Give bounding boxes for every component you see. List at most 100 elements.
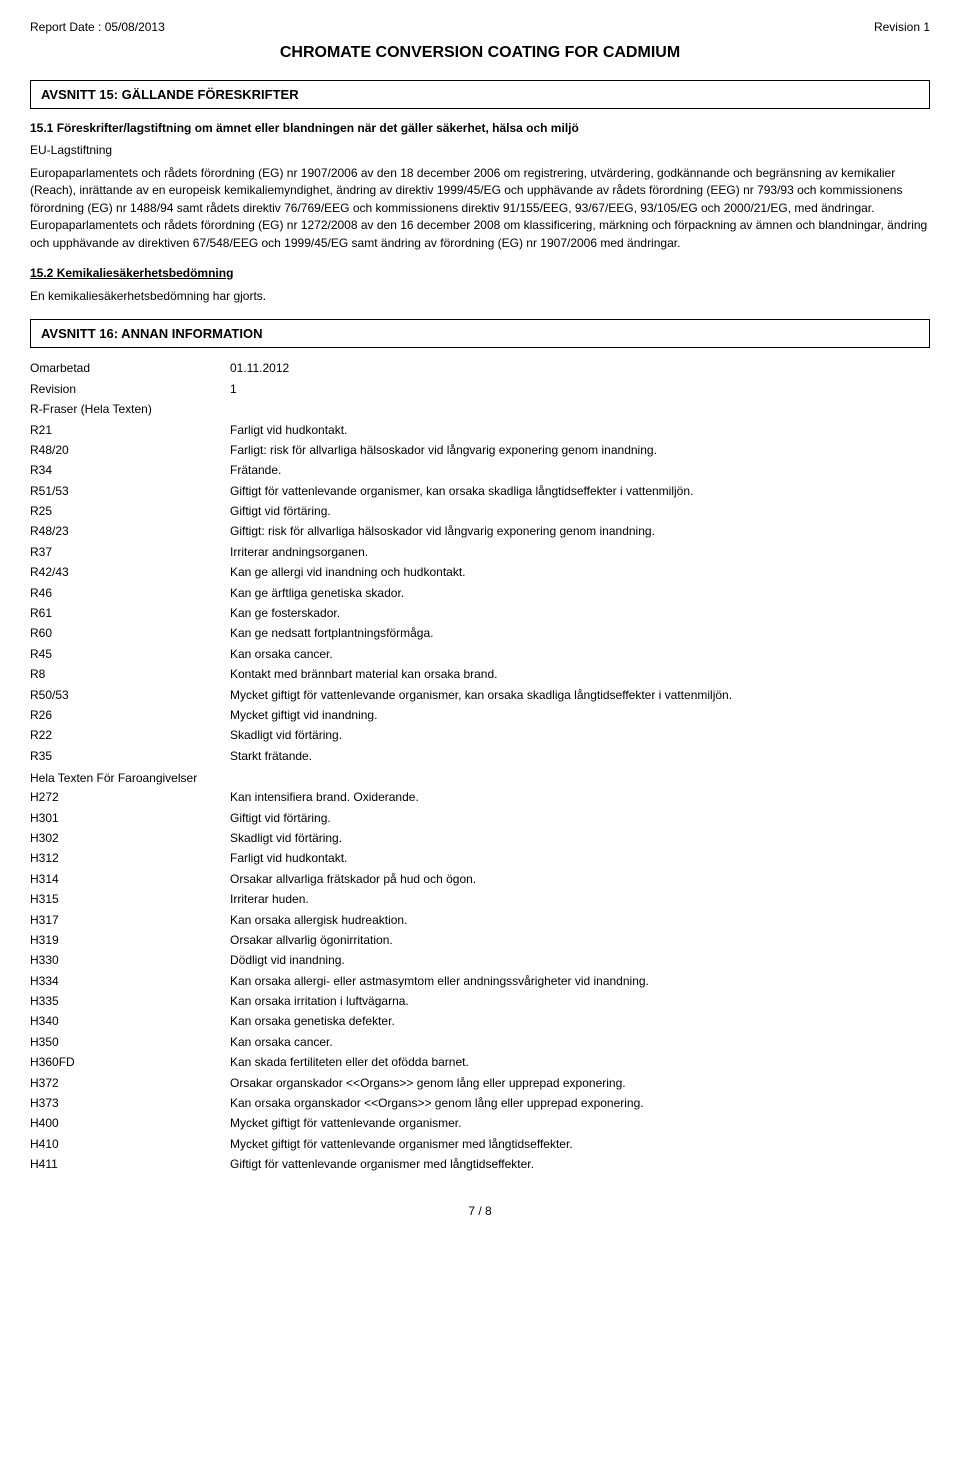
kv-key: H330 — [30, 952, 230, 969]
kv-key: R26 — [30, 707, 230, 724]
kv-key: R46 — [30, 585, 230, 602]
kv-key: R21 — [30, 422, 230, 439]
kv-value: Orsakar allvarlig ögonirritation. — [230, 932, 930, 949]
kv-key: H360FD — [30, 1054, 230, 1071]
kv-row: R60Kan ge nedsatt fortplantningsförmåga. — [30, 625, 930, 642]
kv-value: Mycket giftigt vid inandning. — [230, 707, 930, 724]
kv-row: H410Mycket giftigt för vattenlevande org… — [30, 1136, 930, 1153]
kv-key: H411 — [30, 1156, 230, 1173]
kv-value: Kan orsaka organskador <<Organs>> genom … — [230, 1095, 930, 1112]
kv-key: H410 — [30, 1136, 230, 1153]
section-15-header: AVSNITT 15: GÄLLANDE FÖRESKRIFTER — [30, 80, 930, 109]
kv-row: H314Orsakar allvarliga frätskador på hud… — [30, 871, 930, 888]
kv-key: R42/43 — [30, 564, 230, 581]
kv-row: H272Kan intensifiera brand. Oxiderande. — [30, 789, 930, 806]
kv-key: H319 — [30, 932, 230, 949]
kv-value: Irriterar huden. — [230, 891, 930, 908]
kv-key: R45 — [30, 646, 230, 663]
kv-row: R35Starkt frätande. — [30, 748, 930, 765]
revision-label: Revision 1 — [874, 20, 930, 34]
kv-row: R50/53Mycket giftigt för vattenlevande o… — [30, 687, 930, 704]
eu-lagstiftning-label: EU-Lagstiftning — [30, 143, 930, 157]
kv-row: H319Orsakar allvarlig ögonirritation. — [30, 932, 930, 949]
kv-key: H272 — [30, 789, 230, 806]
section-16-header: AVSNITT 16: ANNAN INFORMATION — [30, 319, 930, 348]
kv-row: H372Orsakar organskador <<Organs>> genom… — [30, 1075, 930, 1092]
kv-row: H400Mycket giftigt för vattenlevande org… — [30, 1115, 930, 1132]
kv-value: Dödligt vid inandning. — [230, 952, 930, 969]
kv-key: H301 — [30, 810, 230, 827]
kv-row: H315Irriterar huden. — [30, 891, 930, 908]
kv-value: Giftigt för vattenlevande organismer med… — [230, 1156, 930, 1173]
kv-key: H340 — [30, 1013, 230, 1030]
section-15-2-heading: 15.2 Kemikaliesäkerhetsbedömning — [30, 266, 930, 280]
kv-value: Kan ge nedsatt fortplantningsförmåga. — [230, 625, 930, 642]
page-header: Report Date : 05/08/2013 Revision 1 — [30, 20, 930, 34]
kv-row: H312Farligt vid hudkontakt. — [30, 850, 930, 867]
kv-key: H314 — [30, 871, 230, 888]
kv-key: H315 — [30, 891, 230, 908]
kv-value: Mycket giftigt för vattenlevande organis… — [230, 1115, 930, 1132]
kv-row: Revision1 — [30, 381, 930, 398]
kv-value: Farligt: risk för allvarliga hälsoskador… — [230, 442, 930, 459]
kv-key: H350 — [30, 1034, 230, 1051]
kv-row: Omarbetad01.11.2012 — [30, 360, 930, 377]
kv-key: H312 — [30, 850, 230, 867]
kv-key: H302 — [30, 830, 230, 847]
kv-value: Kan intensifiera brand. Oxiderande. — [230, 789, 930, 806]
section-16-top-rows: Omarbetad01.11.2012 Revision1 R-Fraser (He… — [30, 360, 930, 418]
kv-value: Frätande. — [230, 462, 930, 479]
kv-row: R37Irriterar andningsorganen. — [30, 544, 930, 561]
kv-key: R60 — [30, 625, 230, 642]
kv-row: R42/43Kan ge allergi vid inandning och h… — [30, 564, 930, 581]
kv-row: H373Kan orsaka organskador <<Organs>> ge… — [30, 1095, 930, 1112]
kv-value: Skadligt vid förtäring. — [230, 830, 930, 847]
kv-row: H411Giftigt för vattenlevande organismer… — [30, 1156, 930, 1173]
kv-value: Kan orsaka allergisk hudreaktion. — [230, 912, 930, 929]
r-phrases-list: R21Farligt vid hudkontakt.R48/20Farligt:… — [30, 422, 930, 766]
kv-value: Orsakar organskador <<Organs>> genom lån… — [230, 1075, 930, 1092]
kv-row: H330Dödligt vid inandning. — [30, 952, 930, 969]
section-15-1-heading: 15.1 Föreskrifter/lagstiftning om ämnet … — [30, 121, 930, 135]
kv-key: H372 — [30, 1075, 230, 1092]
kv-value: Kan orsaka genetiska defekter. — [230, 1013, 930, 1030]
kv-value: Kan orsaka allergi- eller astmasymtom el… — [230, 973, 930, 990]
kv-row: H301Giftigt vid förtäring. — [30, 810, 930, 827]
kv-key: R37 — [30, 544, 230, 561]
kv-value: Kan ge fosterskador. — [230, 605, 930, 622]
kv-value: Kan orsaka irritation i luftvägarna. — [230, 993, 930, 1010]
kv-key: H317 — [30, 912, 230, 929]
kv-key: H335 — [30, 993, 230, 1010]
kv-key: H400 — [30, 1115, 230, 1132]
kv-row: H334Kan orsaka allergi- eller astmasymto… — [30, 973, 930, 990]
kv-value — [230, 401, 930, 418]
kv-key: R61 — [30, 605, 230, 622]
h-phrases-list: H272Kan intensifiera brand. Oxiderande.H… — [30, 789, 930, 1173]
section-15-2-text: En kemikaliesäkerhetsbedömning har gjort… — [30, 288, 930, 305]
kv-row: R21Farligt vid hudkontakt. — [30, 422, 930, 439]
h-phrases-label: Hela Texten För Faroangivelser — [30, 771, 930, 785]
kv-row: H360FDKan skada fertiliteten eller det o… — [30, 1054, 930, 1071]
kv-key: Revision — [30, 381, 230, 398]
kv-row: H317Kan orsaka allergisk hudreaktion. — [30, 912, 930, 929]
kv-value: Kan orsaka cancer. — [230, 1034, 930, 1051]
kv-key: R48/20 — [30, 442, 230, 459]
kv-row: R-Fraser (Hela Texten) — [30, 401, 930, 418]
kv-row: R48/23Giftigt: risk för allvarliga hälso… — [30, 523, 930, 540]
kv-key: R51/53 — [30, 483, 230, 500]
eu-lagstiftning-text: Europaparlamentets och rådets förordning… — [30, 165, 930, 252]
kv-row: R26Mycket giftigt vid inandning. — [30, 707, 930, 724]
kv-value: 01.11.2012 — [230, 360, 930, 377]
kv-value: Farligt vid hudkontakt. — [230, 422, 930, 439]
kv-key: R25 — [30, 503, 230, 520]
kv-value: Starkt frätande. — [230, 748, 930, 765]
kv-value: Giftigt vid förtäring. — [230, 810, 930, 827]
kv-row: R25Giftigt vid förtäring. — [30, 503, 930, 520]
kv-value: Kontakt med brännbart material kan orsak… — [230, 666, 930, 683]
kv-value: Kan skada fertiliteten eller det ofödda … — [230, 1054, 930, 1071]
kv-row: R48/20Farligt: risk för allvarliga hälso… — [30, 442, 930, 459]
kv-row: R45Kan orsaka cancer. — [30, 646, 930, 663]
kv-row: R51/53Giftigt för vattenlevande organism… — [30, 483, 930, 500]
kv-key: H373 — [30, 1095, 230, 1112]
kv-row: H302Skadligt vid förtäring. — [30, 830, 930, 847]
